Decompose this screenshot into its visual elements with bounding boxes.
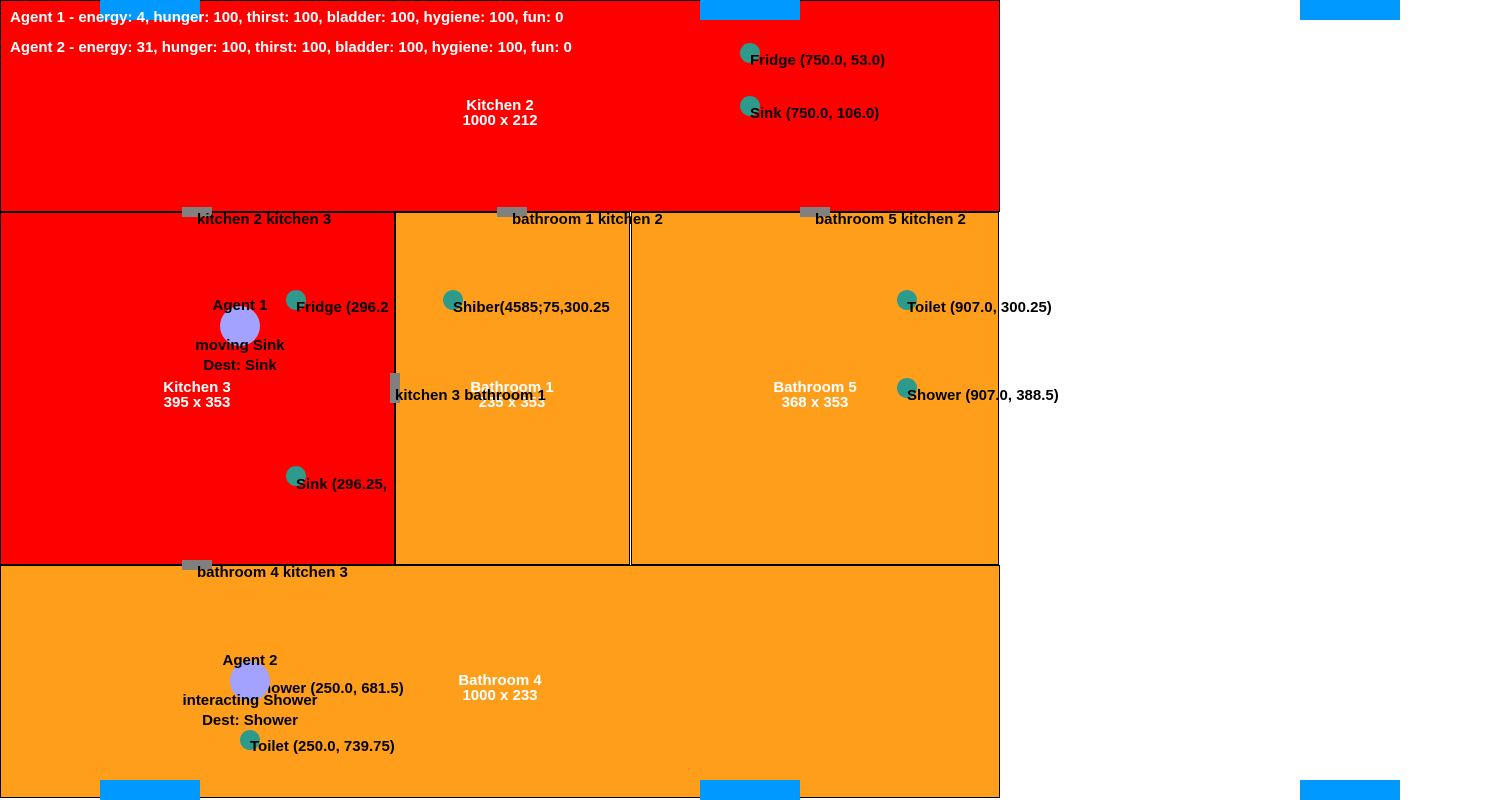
- room-bathroom-5: [631, 212, 999, 565]
- room-name: Bathroom 4: [458, 672, 542, 689]
- toilet-object-bathroom-5[interactable]: [897, 290, 917, 310]
- label-shower-bathroom-4: hower (250.0, 681.5): [262, 680, 404, 697]
- door-label-kitchen3-bathroom1: kitchen 3 bathroom 1: [395, 387, 546, 404]
- room-bathroom-4: [0, 565, 1000, 798]
- door-kitchen3-bathroom1[interactable]: [390, 373, 400, 403]
- room-kitchen-3: [0, 212, 395, 565]
- door-bathroom4-kitchen3[interactable]: [182, 560, 212, 570]
- label-toilet-shower-bathroom-1: Shiber(4585;75,300.25: [453, 299, 610, 316]
- fridge-object-kitchen-3[interactable]: [286, 290, 306, 310]
- label-toilet-bathroom-5: Toilet (907.0, 300.25): [907, 299, 1052, 316]
- agent-1-avatar[interactable]: [220, 306, 260, 346]
- room-size: 395 x 353: [163, 394, 231, 411]
- window-top-2: [700, 0, 800, 20]
- window-bottom-2: [700, 780, 800, 800]
- room-label-kitchen-3: Kitchen 3 395 x 353: [163, 380, 231, 410]
- room-label-bathroom-4: Bathroom 4 1000 x 233: [458, 673, 541, 703]
- room-label-bathroom-5: Bathroom 5 368 x 353: [773, 380, 856, 410]
- window-bottom-3: [1300, 780, 1400, 800]
- room-name: Bathroom 1: [470, 379, 554, 396]
- window-bottom-1: [100, 780, 200, 800]
- door-bathroom5-kitchen2[interactable]: [800, 207, 830, 217]
- toilet-object-bathroom-4[interactable]: [240, 730, 260, 750]
- room-size: 1000 x 233: [462, 687, 538, 704]
- window-top-1: [100, 0, 200, 20]
- shower-object-bathroom-5[interactable]: [897, 378, 917, 398]
- sink-object-kitchen-2[interactable]: [740, 96, 760, 116]
- window-top-3: [1300, 0, 1400, 20]
- label-sink-kitchen-2: Sink (750.0, 106.0): [750, 105, 880, 122]
- agent-2-avatar[interactable]: [230, 661, 270, 701]
- agent-2-destination: Dest: Shower: [202, 712, 298, 729]
- door-label-bathroom4-kitchen3: bathroom 4 kitchen 3: [197, 564, 348, 581]
- agent-2-status: Agent 2 - energy: 31, hunger: 100, thirs…: [10, 39, 572, 56]
- door-kitchen2-kitchen3[interactable]: [182, 207, 212, 217]
- room-size: 235 x 353: [478, 394, 546, 411]
- door-label-bathroom1-kitchen2: bathroom 1 kitchen 2: [512, 211, 663, 228]
- label-toilet-bathroom-4: Toilet (250.0, 739.75): [250, 738, 395, 755]
- room-label-kitchen-2: Kitchen 2 1000 x 212: [462, 98, 537, 128]
- room-name: Kitchen 2: [466, 97, 534, 114]
- door-label-kitchen2-kitchen3: kitchen 2 kitchen 3: [197, 211, 332, 228]
- sink-object-kitchen-3[interactable]: [286, 466, 306, 486]
- room-kitchen-2: [0, 0, 1000, 212]
- room-name: Bathroom 5: [773, 379, 857, 396]
- room-bathroom-1: [395, 212, 630, 565]
- fridge-object-kitchen-2[interactable]: [740, 43, 760, 63]
- agent-1-destination: Dest: Sink: [203, 357, 277, 374]
- label-fridge-kitchen-2: Fridge (750.0, 53.0): [750, 52, 886, 69]
- agent-1-status: Agent 1 - energy: 4, hunger: 100, thirst…: [10, 9, 564, 26]
- agent-1-action: moving Sink: [195, 337, 285, 354]
- agent-1-name: Agent 1: [212, 297, 268, 314]
- room-size: 1000 x 212: [462, 112, 538, 129]
- room-label-bathroom-1: Bathroom 1 235 x 353: [470, 380, 553, 410]
- agent-2-name: Agent 2: [222, 652, 278, 669]
- room-name: Kitchen 3: [163, 379, 231, 396]
- label-shower-bathroom-5: Shower (907.0, 388.5): [907, 387, 1059, 404]
- door-label-bathroom5-kitchen2: bathroom 5 kitchen 2: [815, 211, 966, 228]
- agent-2-action: interacting Shower: [182, 692, 318, 709]
- toilet-shower-object-bathroom-1[interactable]: [443, 290, 463, 310]
- label-fridge-kitchen-3: Fridge (296.2: [296, 299, 389, 316]
- label-sink-kitchen-3: Sink (296.25,: [296, 476, 387, 493]
- room-size: 368 x 353: [781, 394, 849, 411]
- door-bathroom1-kitchen2[interactable]: [497, 207, 527, 217]
